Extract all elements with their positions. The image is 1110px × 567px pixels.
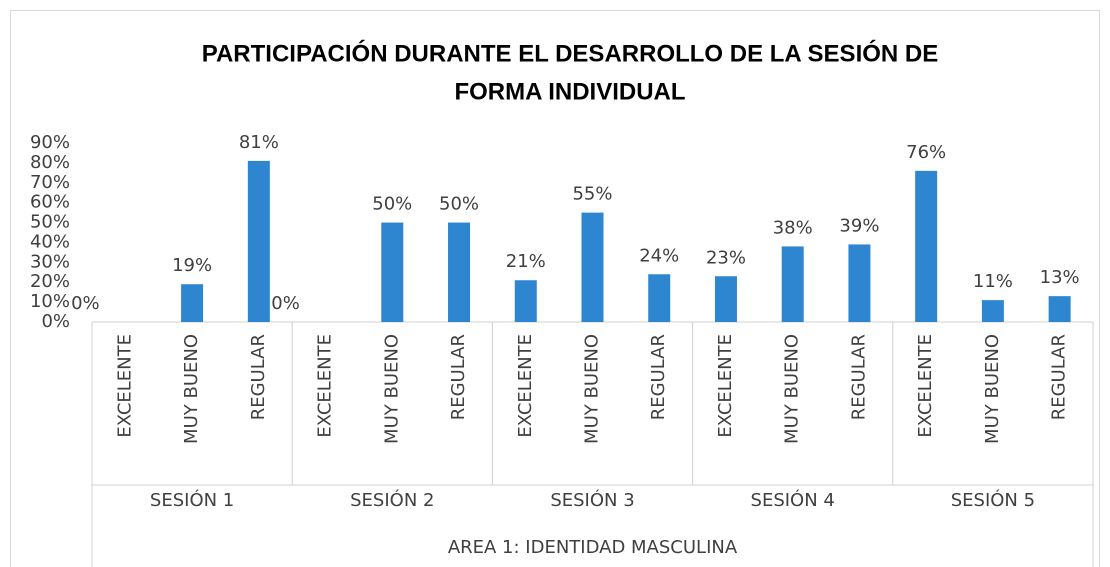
- value-label: 24%: [639, 245, 679, 266]
- x-tick-label: MUY BUENO: [381, 334, 402, 444]
- x-tick-label: REGULAR: [248, 334, 269, 420]
- x-tick-label: EXCELENTE: [315, 334, 336, 438]
- x-tick-label: MUY BUENO: [181, 334, 202, 444]
- bar: [1048, 296, 1071, 322]
- x-axis-label: AREA 1: IDENTIDAD MASCULINA: [448, 537, 738, 558]
- group-label: SESIÓN 1: [150, 489, 234, 511]
- y-tick-label: 0%: [41, 311, 70, 332]
- bar: [848, 244, 871, 322]
- x-tick-label: REGULAR: [1049, 334, 1070, 420]
- bar: [781, 246, 804, 322]
- value-label: 50%: [372, 194, 412, 215]
- value-label: 0%: [71, 293, 100, 314]
- x-tick-label: MUY BUENO: [782, 334, 803, 444]
- value-label: 0%: [271, 293, 300, 314]
- x-tick-label: EXCELENTE: [915, 334, 936, 438]
- y-tick-label: 50%: [30, 212, 70, 233]
- group-label: SESIÓN 3: [550, 489, 634, 511]
- x-tick-label: EXCELENTE: [114, 334, 135, 438]
- x-tick-label: MUY BUENO: [982, 334, 1003, 444]
- bar: [181, 284, 204, 322]
- value-label: 19%: [172, 255, 212, 276]
- x-tick-label: EXCELENTE: [715, 334, 736, 438]
- x-tick-label: MUY BUENO: [582, 334, 603, 444]
- x-tick-label: EXCELENTE: [515, 334, 536, 438]
- y-tick-label: 90%: [30, 132, 70, 153]
- bar: [648, 274, 671, 322]
- y-tick-label: 10%: [30, 291, 70, 312]
- bar: [581, 212, 604, 322]
- x-tick-label: REGULAR: [648, 334, 669, 420]
- y-tick-label: 20%: [30, 271, 70, 292]
- value-label: 13%: [1040, 267, 1080, 288]
- value-label: 81%: [239, 132, 279, 153]
- value-label: 23%: [706, 247, 746, 268]
- chart-title: PARTICIPACIÓN DURANTE EL DESARROLLO DE L…: [202, 39, 939, 67]
- bar: [247, 160, 270, 322]
- y-tick-label: 80%: [30, 152, 70, 173]
- value-label: 50%: [439, 194, 479, 215]
- bar: [981, 300, 1004, 322]
- y-tick-label: 70%: [30, 172, 70, 193]
- bar: [514, 280, 537, 322]
- value-label: 38%: [773, 217, 813, 238]
- value-label: 76%: [906, 142, 946, 163]
- bar: [381, 222, 404, 322]
- y-tick-label: 30%: [30, 251, 70, 272]
- x-tick-label: REGULAR: [848, 334, 869, 420]
- group-label: SESIÓN 5: [951, 489, 1035, 511]
- chart-border: [10, 10, 1100, 567]
- bar: [448, 222, 471, 322]
- value-label: 39%: [839, 215, 879, 236]
- bar: [714, 276, 737, 322]
- y-tick-label: 60%: [30, 192, 70, 213]
- bar: [915, 170, 938, 322]
- value-label: 55%: [572, 184, 612, 205]
- x-tick-label: REGULAR: [448, 334, 469, 420]
- chart-title: FORMA INDIVIDUAL: [454, 78, 685, 105]
- y-tick-label: 40%: [30, 231, 70, 252]
- group-label: SESIÓN 4: [751, 489, 835, 511]
- group-label: SESIÓN 2: [350, 489, 434, 511]
- value-label: 11%: [973, 271, 1013, 292]
- value-label: 21%: [506, 251, 546, 272]
